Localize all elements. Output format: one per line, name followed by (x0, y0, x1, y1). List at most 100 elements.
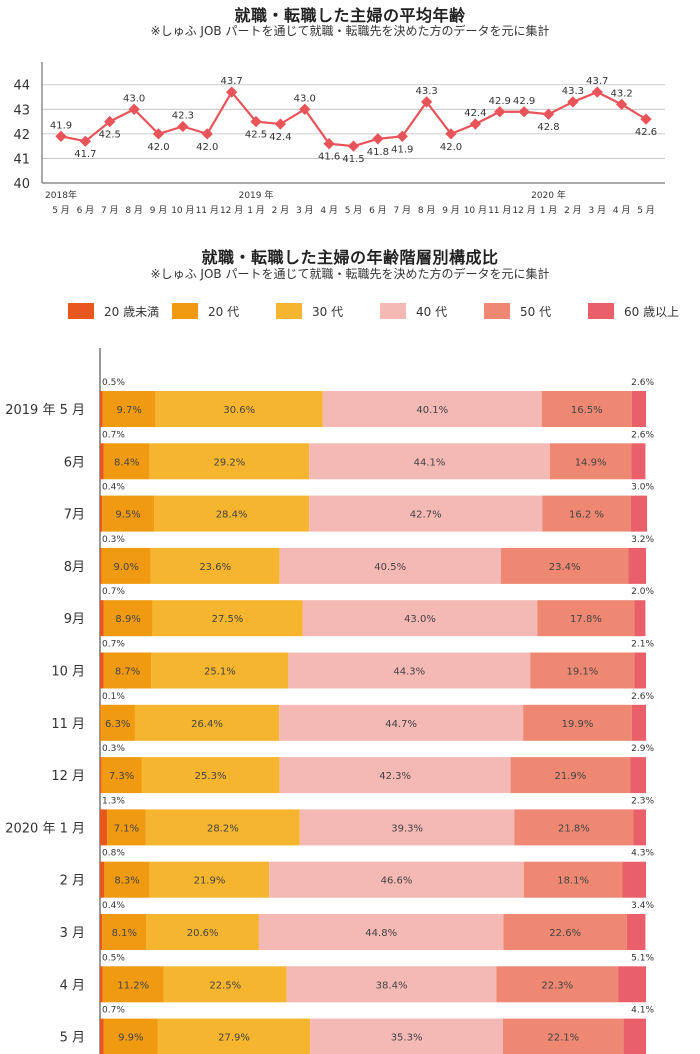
data-point (615, 98, 628, 111)
bar-segment (502, 1018, 624, 1054)
bar-segment (279, 704, 524, 741)
bar-segment (100, 1018, 104, 1054)
row-label: 7月 (64, 508, 85, 523)
segment-label: 26.4% (191, 719, 223, 730)
segment-label: 0.4% (102, 483, 125, 493)
segment-label: 22.5% (209, 980, 241, 991)
bar-row: 3 月 0.4% 8.1% 20.6% 44.8% 22.6% 3.4% (60, 901, 654, 950)
bar-segment (310, 1018, 503, 1054)
segment-label: 17.8% (570, 614, 602, 625)
segment-label: 16.2 % (569, 510, 604, 521)
bar-segment (101, 757, 142, 794)
data-label: 42.8 (537, 122, 559, 133)
segment-label: 30.6% (223, 405, 255, 416)
data-label: 42.6 (635, 127, 657, 138)
bar-segment (309, 495, 543, 532)
bar-segment (622, 861, 646, 898)
bar-segment (523, 704, 632, 741)
bar-segment (618, 966, 646, 1003)
bar-segment (630, 757, 646, 794)
segment-label: 4.3% (631, 849, 654, 859)
segment-label: 8.3% (114, 876, 139, 887)
x-tick-label: 5 月 (345, 205, 363, 216)
segment-label: 0.5% (102, 953, 125, 963)
legend-item: 40 代 (380, 302, 447, 320)
legend-swatch (172, 303, 198, 319)
row-label: 2020 年 1 月 (5, 821, 85, 836)
segment-label: 19.1% (567, 667, 599, 678)
bar-segment (510, 757, 631, 794)
bar-segment (152, 600, 303, 637)
legend-swatch (484, 303, 510, 319)
x-tick-label: 4 月 (320, 205, 338, 216)
bar-segment (145, 809, 300, 846)
segment-label: 1.3% (102, 796, 125, 806)
segment-label: 27.5% (212, 614, 244, 625)
data-point (372, 133, 384, 145)
bar-segment (102, 495, 155, 532)
legend-item: 30 代 (276, 302, 343, 320)
bar-segment (102, 966, 164, 1003)
bar-segment (149, 861, 270, 898)
bar-segment (107, 809, 146, 846)
bar-row: 12 月 0.3% 7.3% 25.3% 42.3% 21.9% 2.9% (51, 744, 654, 794)
segment-label: 11.2% (117, 980, 149, 991)
x-tick-label: 5 月 (52, 205, 70, 216)
segment-label: 0.7% (102, 1006, 125, 1016)
bar-row: 2020 年 1 月 1.3% 7.1% 28.2% 39.3% 21.8% 2.3% (5, 796, 654, 846)
bar-segment (100, 966, 103, 1003)
y-tick-label: 40 (13, 177, 30, 192)
data-point (396, 130, 408, 142)
bar-segment (537, 600, 635, 637)
segment-label: 0.8% (102, 849, 125, 859)
segment-label: 0.7% (102, 430, 125, 440)
segment-label: 16.5% (571, 405, 603, 416)
data-label: 43.0 (294, 93, 316, 104)
bar-segment (322, 391, 542, 427)
segment-label: 8.4% (114, 457, 139, 468)
bar-segment (541, 391, 632, 427)
x-tick-label: 5 月 (637, 205, 655, 216)
y-tick-label: 44 (13, 79, 30, 94)
segment-label: 21.9% (554, 771, 586, 782)
x-tick-label: 1 月 (540, 205, 558, 216)
row-label: 6月 (64, 455, 85, 470)
bar-segment (157, 1018, 311, 1054)
bar-segment (100, 547, 102, 584)
data-point (323, 138, 335, 150)
segment-label: 19.9% (562, 719, 594, 730)
bar-segment (100, 600, 104, 637)
legend-item: 20 代 (172, 302, 239, 320)
segment-label: 8.1% (112, 928, 137, 939)
bar-chart-subtitle: ※しゅふ JOB パートを通じて就職・転職先を決めた方のデータを元に集計 (150, 267, 550, 281)
x-tick-label: 2 月 (564, 205, 582, 216)
segment-label: 23.4% (549, 562, 581, 573)
data-label: 43.3 (562, 86, 584, 97)
data-label: 43.0 (123, 93, 145, 104)
bar-segment (299, 809, 515, 846)
segment-label: 0.5% (102, 378, 125, 388)
data-label: 41.9 (50, 120, 72, 131)
bar-segment (523, 861, 623, 898)
segment-label: 7.3% (109, 771, 134, 782)
segment-label: 39.3% (391, 823, 423, 834)
data-label: 42.0 (147, 142, 169, 153)
bar-segment (141, 757, 280, 794)
bar-segment (514, 809, 634, 846)
data-label: 43.3 (415, 86, 437, 97)
segment-label: 0.4% (102, 901, 125, 911)
data-label: 42.4 (464, 108, 486, 119)
legend-swatch (380, 303, 406, 319)
bar-segment (631, 443, 646, 480)
legend-label: 50 代 (520, 304, 552, 319)
segment-label: 22.3% (541, 980, 573, 991)
bar-segment (100, 861, 105, 898)
data-label: 42.5 (245, 130, 267, 141)
row-label: 2019 年 5 月 (5, 403, 85, 418)
data-label: 42.9 (513, 96, 535, 107)
data-label: 41.7 (74, 149, 96, 160)
x-tick-label: 3 月 (588, 205, 606, 216)
bar-segment (134, 704, 280, 741)
bar-segment (631, 704, 646, 741)
segment-label: 2.6% (631, 692, 654, 702)
